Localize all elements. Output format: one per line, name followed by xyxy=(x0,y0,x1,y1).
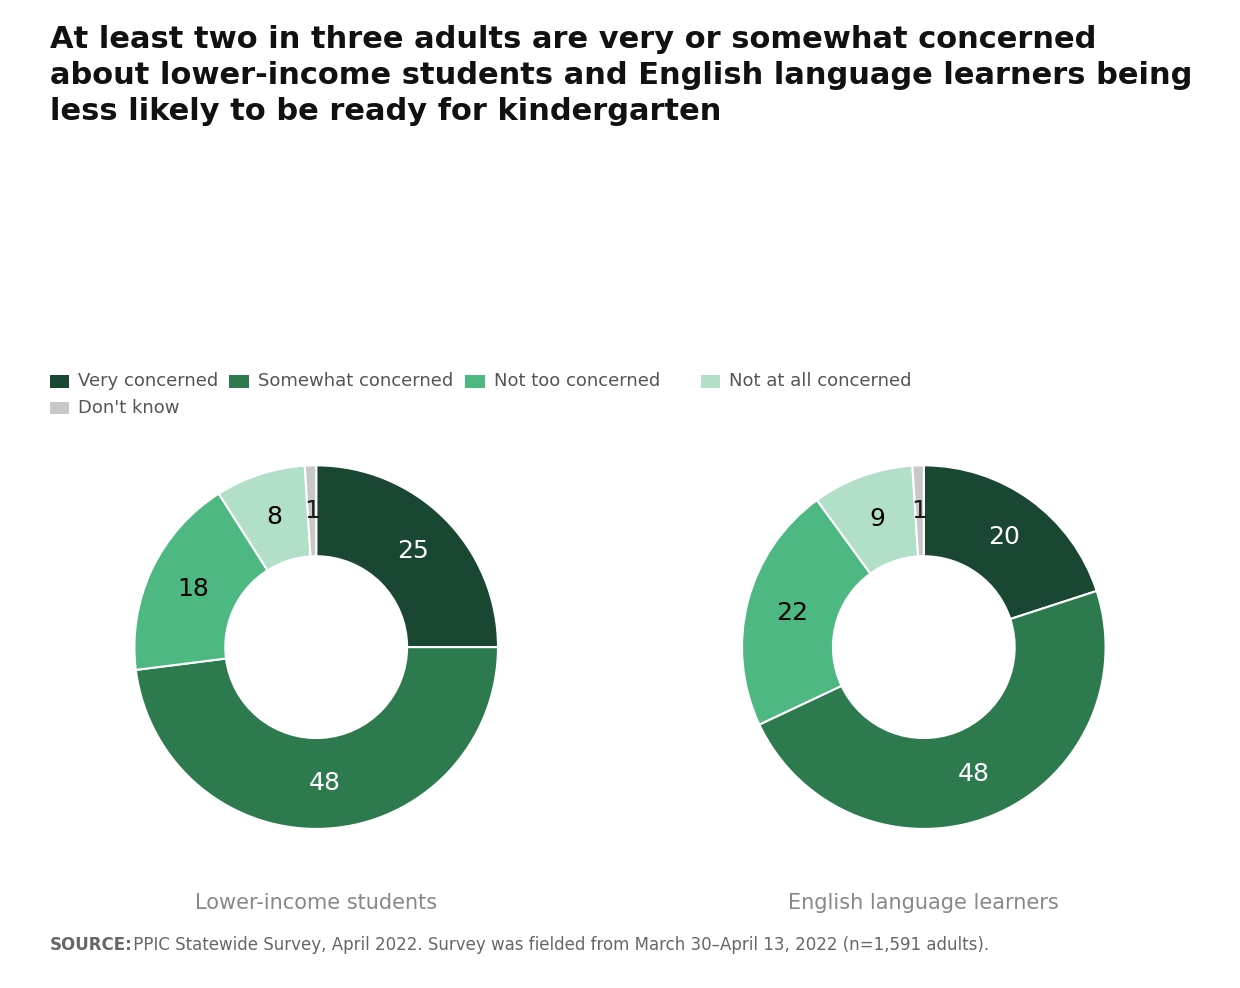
Text: 22: 22 xyxy=(776,602,807,625)
Text: At least two in three adults are very or somewhat concerned
about lower-income s: At least two in three adults are very or… xyxy=(50,25,1192,125)
Wedge shape xyxy=(136,647,498,829)
Bar xyxy=(50,401,69,415)
Text: 48: 48 xyxy=(309,772,341,795)
Wedge shape xyxy=(913,465,924,556)
Text: English language learners: English language learners xyxy=(789,892,1059,913)
Text: 18: 18 xyxy=(177,577,208,601)
Wedge shape xyxy=(817,465,918,574)
Wedge shape xyxy=(742,500,870,724)
Text: 20: 20 xyxy=(988,525,1019,549)
Wedge shape xyxy=(305,465,316,556)
Text: 25: 25 xyxy=(397,538,429,563)
Wedge shape xyxy=(218,465,310,570)
Text: Don't know: Don't know xyxy=(78,399,180,417)
Text: SOURCE:: SOURCE: xyxy=(50,936,133,953)
Text: Lower-income students: Lower-income students xyxy=(195,892,438,913)
Bar xyxy=(465,374,485,387)
Text: Very concerned: Very concerned xyxy=(78,372,218,390)
Text: Not too concerned: Not too concerned xyxy=(494,372,660,390)
Text: PPIC Statewide Survey, April 2022. Survey was fielded from March 30–April 13, 20: PPIC Statewide Survey, April 2022. Surve… xyxy=(128,936,988,953)
Wedge shape xyxy=(316,465,498,647)
Wedge shape xyxy=(759,591,1106,829)
Text: 8: 8 xyxy=(267,506,281,530)
Bar xyxy=(229,374,249,387)
Wedge shape xyxy=(134,494,268,670)
Text: 1: 1 xyxy=(304,499,320,523)
Wedge shape xyxy=(924,465,1096,619)
Text: Somewhat concerned: Somewhat concerned xyxy=(258,372,453,390)
Text: 48: 48 xyxy=(959,762,990,785)
Bar xyxy=(50,374,69,387)
Text: Not at all concerned: Not at all concerned xyxy=(729,372,911,390)
Bar xyxy=(701,374,720,387)
Text: 1: 1 xyxy=(911,499,928,523)
Text: 9: 9 xyxy=(869,507,885,531)
